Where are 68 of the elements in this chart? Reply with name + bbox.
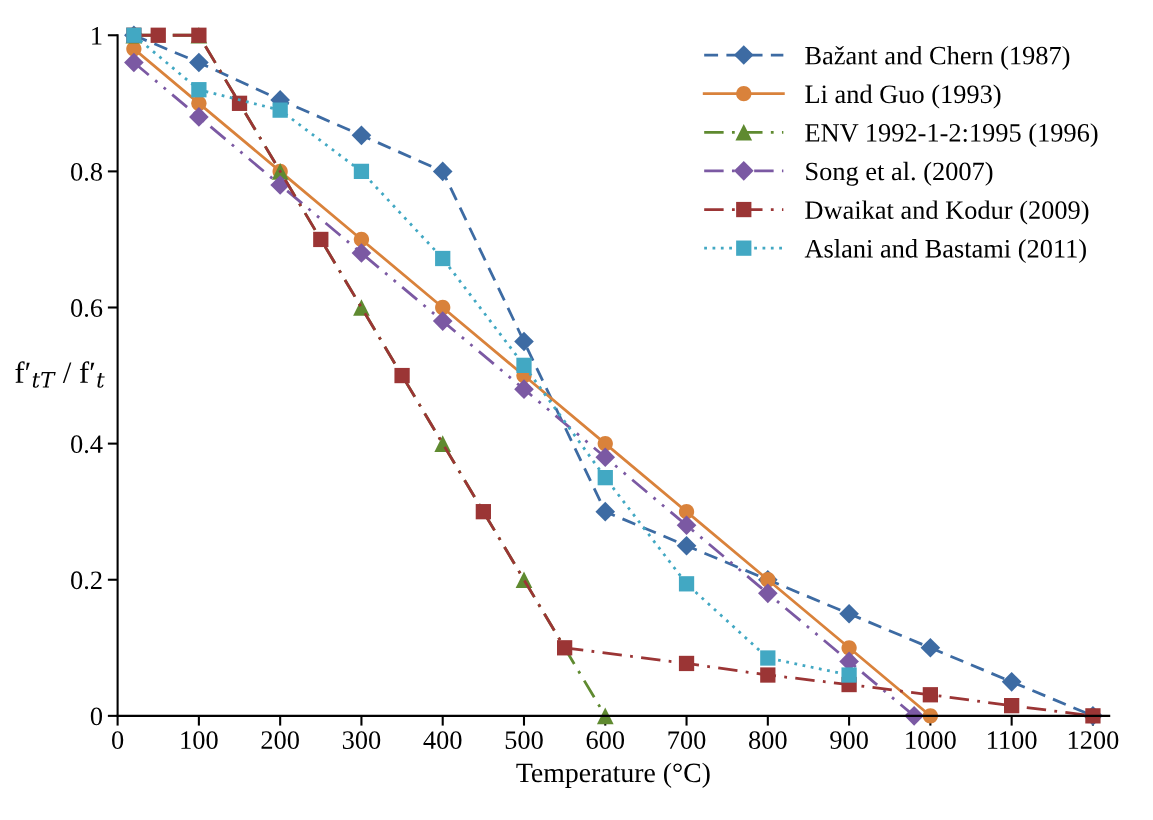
y-tick-label: 0.8 <box>71 162 103 181</box>
point <box>1004 698 1020 714</box>
point <box>597 435 613 452</box>
point <box>150 27 166 43</box>
x-tick-label: 1200 <box>1068 731 1119 750</box>
x-tick-label: 300 <box>342 731 381 750</box>
point <box>353 163 370 180</box>
point <box>556 640 573 656</box>
point <box>841 667 857 683</box>
legend-label: Dwaikat and Kodur (2009) <box>805 200 1089 225</box>
x-tick-label: 100 <box>181 731 218 750</box>
legend-label: ENV 1992-1-2:1995 (1996) <box>805 123 1098 148</box>
point <box>1001 672 1022 692</box>
point <box>432 311 453 331</box>
point <box>475 504 491 520</box>
legend-label: Aslani and Bastami (2011) <box>804 239 1086 264</box>
point <box>189 107 209 127</box>
point <box>516 357 532 373</box>
point <box>595 447 616 468</box>
point <box>514 331 534 352</box>
x-axis-title: Temperature (°C) <box>516 762 710 788</box>
point <box>435 250 451 267</box>
point <box>313 231 329 248</box>
x-tick-label: 500 <box>505 731 543 750</box>
point <box>351 125 372 146</box>
point <box>839 603 859 624</box>
point <box>676 515 697 536</box>
point <box>841 640 857 656</box>
point <box>676 535 697 556</box>
x-tick-label: 700 <box>668 731 706 750</box>
x-tick-label: 1100 <box>988 731 1037 750</box>
y-tick-label: 0.4 <box>71 435 103 454</box>
legend-label: Song et al. (2007) <box>806 161 993 186</box>
legend-label: Li and Guo (1993) <box>805 84 1001 109</box>
point <box>678 504 695 520</box>
point <box>432 161 453 182</box>
y-tick-label: 0.6 <box>71 299 103 318</box>
x-tick-label: 400 <box>423 731 462 750</box>
y-tick-label: 0.2 <box>71 571 102 590</box>
point <box>678 655 695 672</box>
point <box>514 379 534 399</box>
y-tick-label: 1 <box>92 26 102 45</box>
x-tick-label: 900 <box>830 731 868 750</box>
point <box>124 52 144 73</box>
point <box>435 299 451 316</box>
y-axis-title: f′$_{tT}$ / f′$_{t}$ <box>15 361 105 388</box>
x-tick-label: 600 <box>586 731 625 750</box>
point <box>189 52 209 73</box>
point <box>353 231 370 248</box>
y-tick-label: 0 <box>90 707 103 726</box>
point <box>678 576 695 592</box>
point <box>351 243 372 263</box>
point <box>595 501 616 522</box>
x-tick-label: 1000 <box>906 731 956 750</box>
x-tick-label: 200 <box>261 731 299 750</box>
point <box>597 470 613 486</box>
point <box>231 95 248 111</box>
point <box>922 687 939 703</box>
legend-label: Bažant and Chern (1987) <box>805 45 1070 70</box>
x-tick-label: 800 <box>749 731 787 750</box>
point <box>272 102 288 118</box>
point <box>760 667 776 683</box>
point <box>394 367 410 384</box>
point <box>920 637 941 658</box>
point <box>758 583 778 604</box>
point <box>191 82 207 98</box>
point <box>760 650 776 666</box>
x-tick-label: 0 <box>112 731 124 750</box>
